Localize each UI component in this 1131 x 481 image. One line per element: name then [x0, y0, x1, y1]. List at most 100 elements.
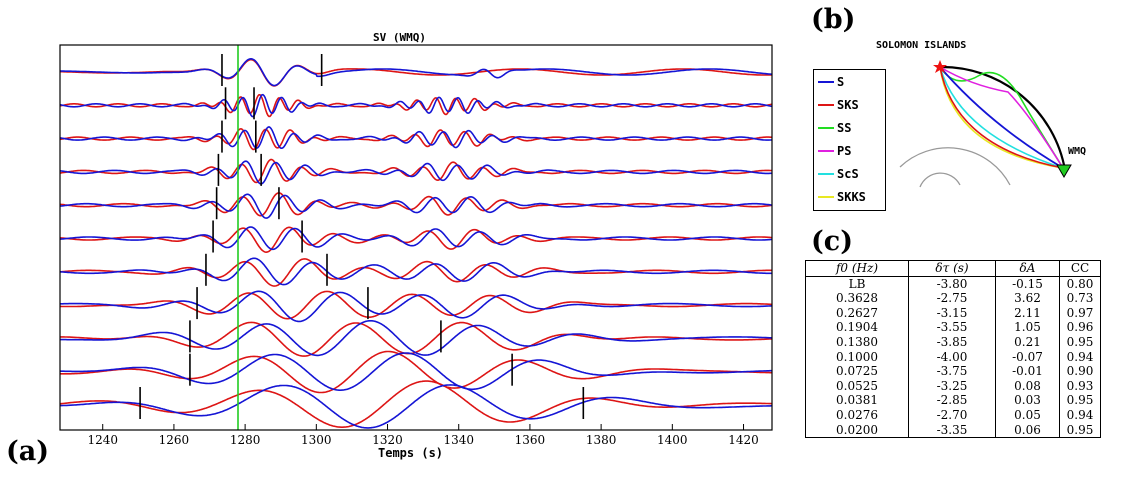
table-cell: 1.05 [995, 320, 1060, 335]
table-cell: -2.85 [908, 393, 996, 408]
table-row: 0.1000 -4.00 -0.07 0.94 [805, 349, 1101, 365]
legend-swatch [818, 81, 834, 83]
table-cell: -0.01 [995, 364, 1060, 379]
table-cell: 0.97 [1059, 305, 1101, 321]
legend-item-ss: SS [816, 118, 884, 138]
panel-label-a: (a) [6, 436, 50, 467]
results-table: f0 (Hz) δτ (s) δA CC LB -3.80 -0.15 0.80 0.3… [805, 260, 1101, 439]
x-tick-label: 1340 [443, 433, 474, 447]
table-cell: -0.15 [995, 276, 1060, 292]
table-cell: -3.25 [908, 378, 996, 394]
ray-s [939, 66, 1064, 169]
table-cell: 0.0525 [805, 378, 909, 394]
table-cell: 3.62 [995, 291, 1060, 306]
synthetic-trace [59, 226, 773, 254]
table-cell: 0.03 [995, 393, 1060, 408]
legend-swatch [818, 104, 834, 106]
plot-title: SV (WMQ) [373, 31, 426, 44]
header-dtau: δτ (s) [908, 260, 996, 277]
ray-ss [939, 66, 1064, 169]
ray-path-diagram [899, 60, 1072, 188]
legend-label: ScS [837, 167, 859, 181]
source-label: SOLOMON ISLANDS [876, 40, 967, 51]
table-cell: -0.07 [995, 349, 1060, 365]
table-cell: 0.94 [1059, 407, 1101, 423]
header-da: δA [995, 260, 1060, 277]
table-row: 0.0200 -3.35 0.06 0.95 [805, 422, 1101, 439]
earth-surface-arc [939, 65, 1067, 171]
table-cell: 0.05 [995, 407, 1060, 423]
table-row: 0.2627 -3.15 2.11 0.97 [805, 305, 1101, 321]
legend-item-ps: PS [816, 141, 884, 161]
table-cell: -3.85 [908, 334, 996, 350]
panel-label-c: (c) [811, 226, 853, 257]
synthetic-trace [59, 94, 773, 118]
table-header-row: f0 (Hz) δτ (s) δA CC [805, 260, 1101, 277]
header-cc: CC [1059, 260, 1101, 277]
observed-trace [59, 193, 773, 219]
observed-trace [59, 226, 773, 251]
table-cell: 0.90 [1059, 364, 1101, 379]
table-cell: 0.2627 [805, 305, 909, 321]
panel-label-b: (b) [811, 4, 856, 35]
table-cell: 0.3628 [805, 291, 909, 306]
ray-sks [939, 66, 1064, 169]
observed-trace [60, 290, 773, 323]
legend-swatch [818, 196, 834, 198]
synthetic-trace [60, 258, 772, 287]
legend-swatch [818, 127, 834, 129]
table-row: 0.3628 -2.75 3.62 0.73 [805, 291, 1101, 306]
synthetic-trace [59, 192, 773, 217]
x-tick-label: 1360 [515, 433, 546, 447]
observed-trace [60, 319, 773, 357]
table-cell: 0.08 [995, 378, 1060, 394]
table-cell: -3.80 [908, 276, 996, 292]
observed-trace [60, 57, 772, 87]
x-tick-label: 1300 [301, 433, 332, 447]
legend-label: SKKS [837, 190, 866, 204]
x-tick-label: 1400 [657, 433, 688, 447]
x-axis-label: Temps (s) [378, 446, 444, 460]
seismogram-plot: 1240 1260 1280 1300 1320 1340 1360 1380 1400 1420 [59, 44, 773, 447]
synthetic-trace [59, 127, 773, 151]
inner-core-arc [919, 172, 961, 188]
x-tick-label: 1320 [372, 433, 403, 447]
table-cell: 0.0200 [805, 422, 909, 439]
table-row: 0.0381 -2.85 0.03 0.95 [805, 393, 1101, 408]
x-tick-label: 1240 [87, 433, 118, 447]
table-row: 0.0725 -3.75 -0.01 0.90 [805, 364, 1101, 379]
table-row: 0.1904 -3.55 1.05 0.96 [805, 320, 1101, 335]
table-cell: 2.11 [995, 305, 1060, 321]
legend-swatch [818, 173, 834, 175]
table-cell: 0.0725 [805, 364, 909, 379]
station-triangle-icon [1056, 164, 1072, 178]
table-cell: -4.00 [908, 349, 996, 365]
observed-trace [60, 257, 772, 286]
legend-item-scs: ScS [816, 164, 884, 184]
header-f0: f0 (Hz) [805, 260, 909, 277]
table-cell: -3.75 [908, 364, 996, 379]
table-cell: 0.93 [1059, 378, 1101, 394]
table-cell: 0.1380 [805, 334, 909, 350]
table-cell: 0.0276 [805, 407, 909, 423]
source-star-icon [933, 60, 947, 73]
legend-label: PS [837, 144, 852, 158]
legend-label: SS [837, 121, 852, 135]
x-tick-label: 1280 [230, 433, 261, 447]
table-cell: 0.73 [1059, 291, 1101, 306]
legend-item-s: S [816, 72, 884, 92]
ray-scs [939, 66, 1064, 169]
table-cell: LB [805, 276, 909, 292]
table-cell: 0.0381 [805, 393, 909, 408]
legend-label: SKS [837, 98, 859, 112]
legend-item-sks: SKS [816, 95, 884, 115]
table-cell: 0.80 [1059, 276, 1101, 292]
observed-trace [59, 93, 773, 118]
table-cell: -3.15 [908, 305, 996, 321]
table-cell: -3.35 [908, 422, 996, 439]
observed-trace [59, 160, 773, 185]
table-cell: -2.70 [908, 407, 996, 423]
table-row: 0.0276 -2.70 0.05 0.94 [805, 407, 1101, 423]
ray-ps [939, 66, 1064, 169]
table-cell: 0.1000 [805, 349, 909, 365]
